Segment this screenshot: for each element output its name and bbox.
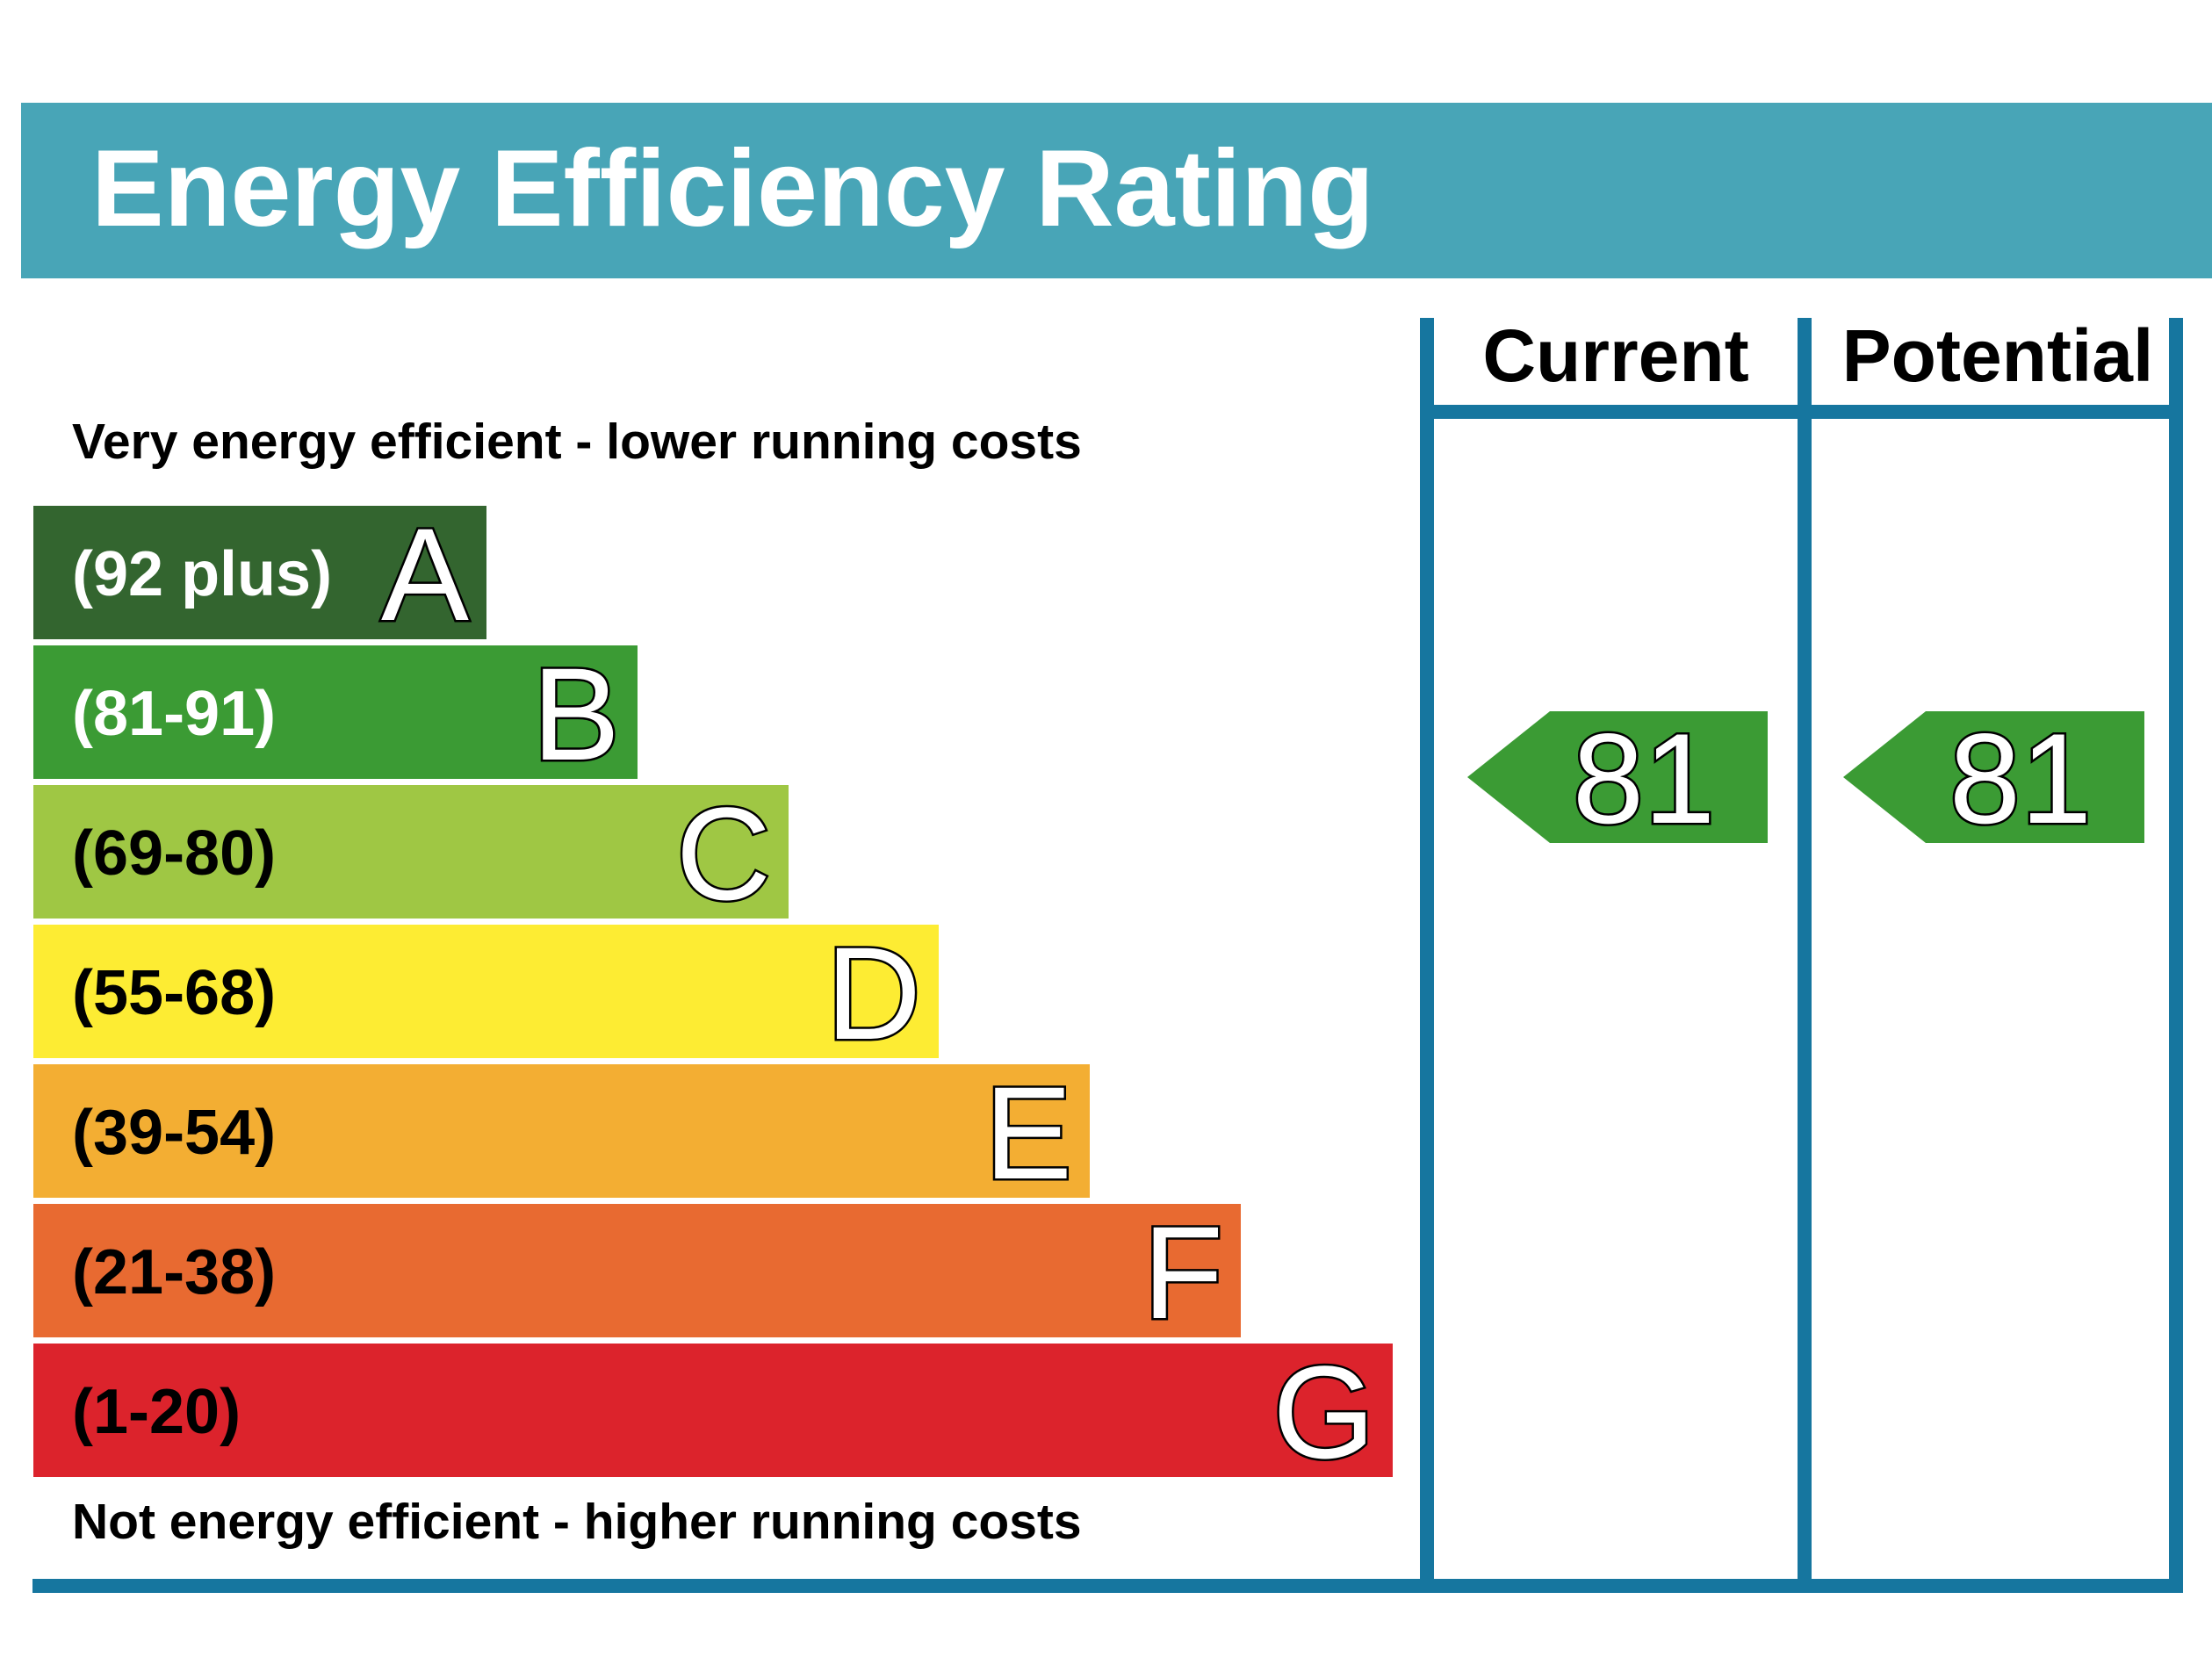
band-f-letter: F [1142, 1199, 1223, 1346]
frame-right-line [2169, 318, 2183, 1582]
frame-left-line [1420, 318, 1434, 1582]
rating-bands: (92 plus) A(81-91) B(69-80) C(55-68) D(39-54… [33, 499, 1393, 1488]
page-title: Energy Efficiency Rating [91, 128, 1374, 249]
band-d: (55-68) D [33, 918, 939, 1070]
band-a-bar [33, 506, 486, 639]
current-rating-arrow: 81 [1467, 705, 1768, 853]
current-rating-arrow-shape [1467, 711, 1768, 843]
band-f-bar [33, 1204, 1241, 1337]
band-d-bar [33, 925, 939, 1058]
bottom-caption: Not energy efficient - higher running co… [72, 1494, 1082, 1550]
potential-rating-arrow-shape [1843, 711, 2144, 843]
current-rating-value: 81 [1573, 707, 1715, 850]
rating-columns-frame [32, 318, 2183, 1593]
band-g-range: (1-20) [72, 1377, 241, 1447]
band-a-range: (92 plus) [72, 539, 332, 609]
top-caption: Very energy efficient - lower running co… [72, 414, 1082, 470]
potential-rating-arrow: 81 [1843, 705, 2144, 853]
band-c-letter: C [676, 780, 771, 927]
band-b-letter: B [532, 640, 620, 788]
band-g: (1-20) G [33, 1336, 1393, 1488]
band-e-range: (39-54) [72, 1098, 276, 1168]
band-a: (92 plus) A [33, 499, 486, 651]
title-banner [21, 103, 2212, 278]
band-b-bar [33, 645, 638, 779]
band-e-letter: E [984, 1059, 1072, 1207]
band-a-letter: A [381, 501, 469, 648]
band-d-range: (55-68) [72, 958, 276, 1028]
band-f: (21-38) F [33, 1197, 1241, 1349]
band-d-letter: D [826, 919, 921, 1067]
band-g-letter: G [1272, 1338, 1375, 1486]
band-f-range: (21-38) [72, 1237, 276, 1308]
band-c: (69-80) C [33, 778, 789, 930]
band-e-bar [33, 1064, 1090, 1198]
band-g-bar [33, 1344, 1393, 1477]
frame-header-underline [1420, 405, 2183, 419]
band-c-range: (69-80) [72, 818, 276, 889]
potential-column-header: Potential [1842, 314, 2154, 397]
potential-rating-value: 81 [1949, 707, 2092, 850]
band-b-range: (81-91) [72, 679, 276, 749]
frame-middle-line [1798, 318, 1812, 1582]
band-b: (81-91) B [33, 638, 638, 790]
current-column-header: Current [1482, 314, 1748, 397]
band-c-bar [33, 785, 789, 919]
band-e: (39-54) E [33, 1057, 1090, 1209]
frame-bottom-line [32, 1579, 2183, 1593]
